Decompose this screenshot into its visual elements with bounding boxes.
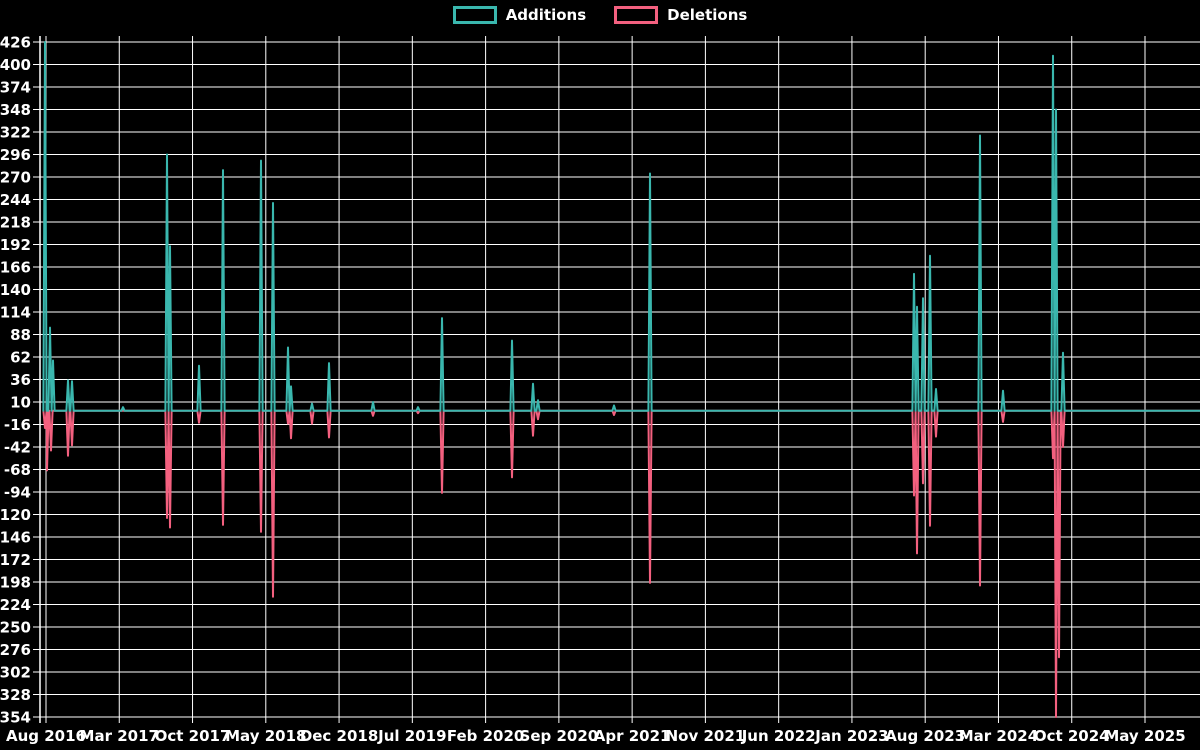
svg-text:140: 140	[0, 281, 31, 299]
svg-text:-42: -42	[4, 438, 31, 456]
svg-text:36: 36	[10, 371, 31, 389]
svg-text:322: 322	[0, 123, 31, 141]
deletions-swatch-icon	[614, 6, 659, 24]
svg-text:Aug 2023: Aug 2023	[885, 727, 965, 745]
svg-text:192: 192	[0, 236, 31, 254]
svg-text:-68: -68	[4, 461, 31, 479]
legend-item-additions[interactable]: Additions	[452, 6, 587, 24]
legend-label-deletions: Deletions	[667, 6, 748, 24]
chart-legend: Additions Deletions	[0, 6, 1200, 24]
svg-text:-94: -94	[4, 483, 31, 501]
svg-text:-120: -120	[0, 506, 31, 524]
svg-text:426: 426	[0, 34, 31, 52]
svg-text:-276: -276	[0, 641, 31, 659]
svg-text:296: 296	[0, 146, 31, 164]
svg-text:348: 348	[0, 101, 31, 119]
svg-text:-16: -16	[4, 416, 31, 434]
svg-text:166: 166	[0, 258, 31, 276]
svg-text:62: 62	[10, 348, 31, 366]
svg-text:Apr 2021: Apr 2021	[594, 727, 671, 745]
svg-text:10: 10	[10, 393, 31, 411]
legend-label-additions: Additions	[505, 6, 587, 24]
svg-text:-328: -328	[0, 686, 31, 704]
legend-item-deletions[interactable]: Deletions	[614, 6, 747, 24]
svg-text:374: 374	[0, 78, 31, 96]
svg-text:88: 88	[10, 326, 31, 344]
svg-text:-354: -354	[0, 708, 31, 726]
svg-text:-146: -146	[0, 528, 31, 546]
svg-text:Jul 2019: Jul 2019	[377, 727, 446, 745]
svg-text:-224: -224	[0, 596, 31, 614]
svg-text:Nov 2021: Nov 2021	[666, 727, 746, 745]
svg-text:114: 114	[0, 303, 31, 321]
svg-text:May 2018: May 2018	[225, 727, 306, 745]
svg-text:244: 244	[0, 191, 31, 209]
svg-text:270: 270	[0, 168, 31, 186]
svg-text:Sep 2020: Sep 2020	[520, 727, 599, 745]
svg-text:-198: -198	[0, 573, 31, 591]
svg-text:Oct 2017: Oct 2017	[155, 727, 231, 745]
svg-text:400: 400	[0, 56, 31, 74]
svg-text:Jun 2022: Jun 2022	[741, 727, 816, 745]
svg-text:Aug 2016: Aug 2016	[6, 727, 86, 745]
svg-text:May 2025: May 2025	[1104, 727, 1185, 745]
svg-text:-250: -250	[0, 618, 31, 636]
svg-text:Jan 2023: Jan 2023	[814, 727, 888, 745]
svg-text:Oct 2024: Oct 2024	[1034, 727, 1110, 745]
additions-swatch-icon	[452, 6, 497, 24]
svg-text:Dec 2018: Dec 2018	[300, 727, 379, 745]
svg-text:Mar 2017: Mar 2017	[80, 727, 159, 745]
svg-text:218: 218	[0, 213, 31, 231]
svg-text:Mar 2024: Mar 2024	[959, 727, 1038, 745]
svg-text:-302: -302	[0, 663, 31, 681]
svg-text:-172: -172	[0, 551, 31, 569]
svg-text:Feb 2020: Feb 2020	[447, 727, 525, 745]
